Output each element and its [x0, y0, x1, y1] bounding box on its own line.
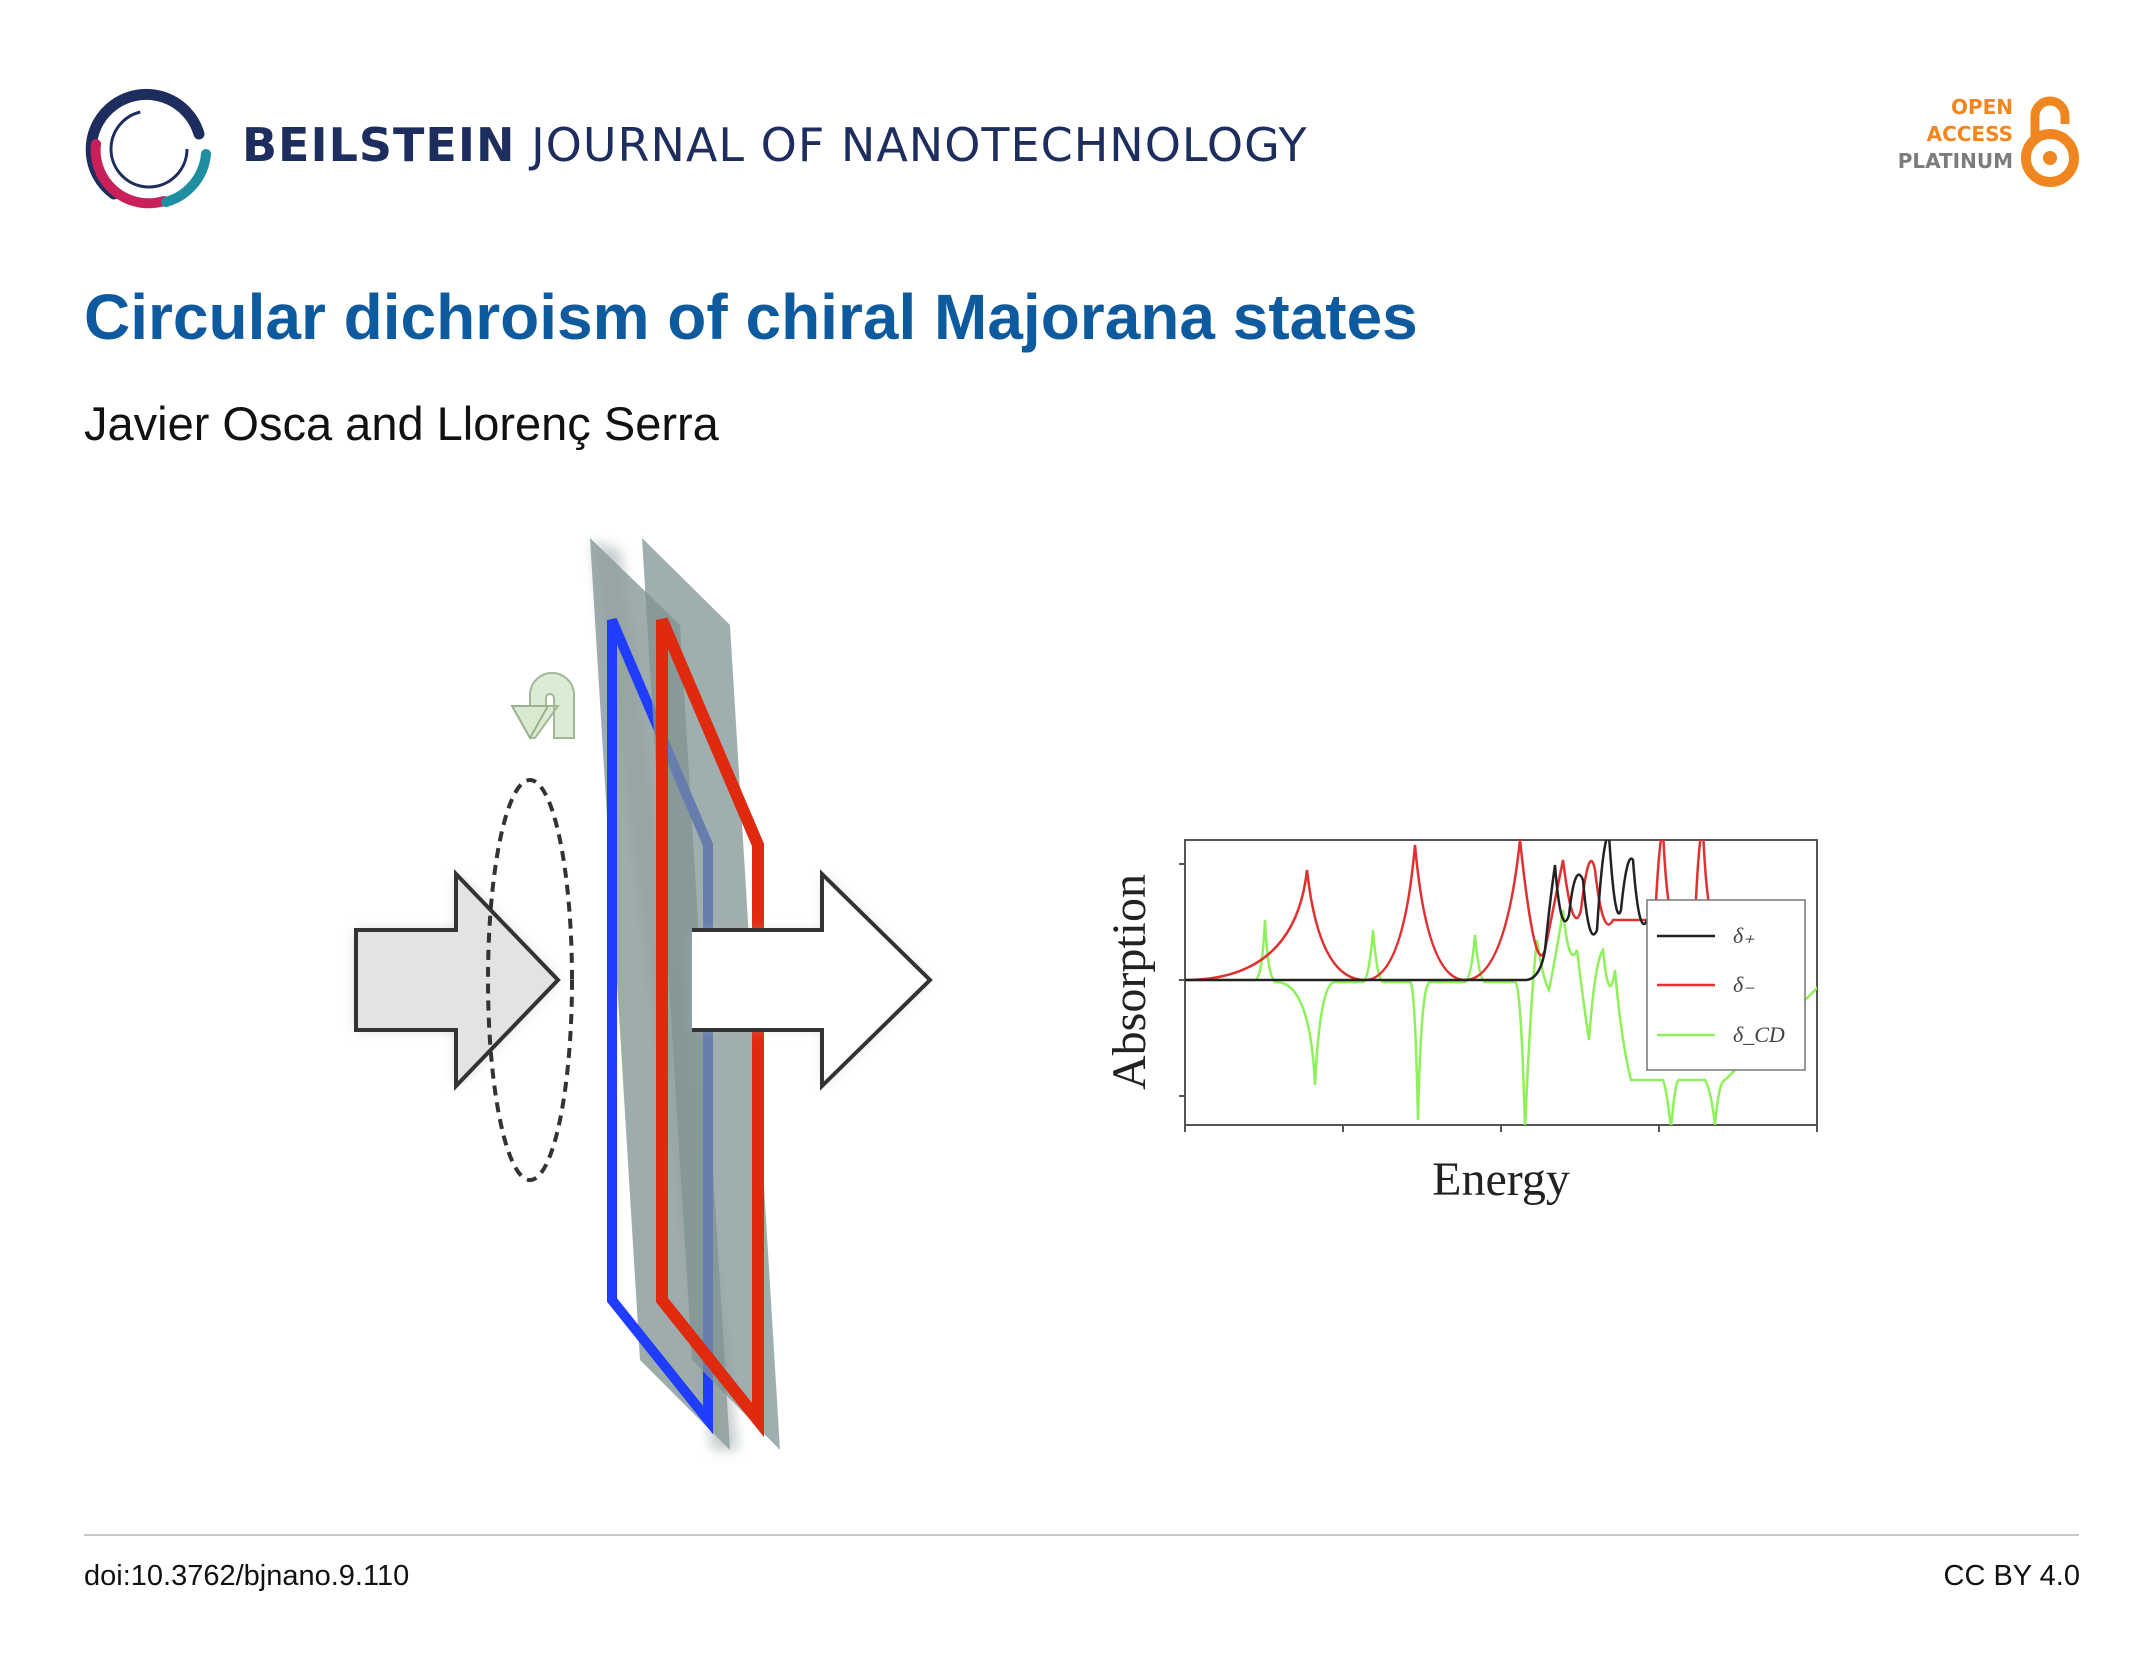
journal-header: BEILSTEIN JOURNAL OF NANOTECHNOLOGY OPEN…: [84, 84, 2079, 214]
open-access-line2: ACCESS: [1926, 122, 2013, 146]
graphical-abstract: Absorption Energy δ₊ δ₋ δ_CD: [340, 520, 1870, 1470]
footer-divider: [84, 1534, 2079, 1536]
chart-xlabel: Energy: [1432, 1153, 1570, 1206]
series-line-cd: [1185, 909, 1817, 1125]
chart-legend: δ₊ δ₋ δ_CD: [1646, 899, 1806, 1071]
outgoing-light-arrow: [692, 869, 933, 1091]
open-access-lock-icon: [2021, 96, 2079, 187]
incoming-light-arrow: [354, 869, 561, 1091]
red-loop: [656, 617, 764, 1438]
polarization-ellipse: [486, 778, 574, 1182]
article-authors: Javier Osca and Llorenç Serra: [84, 397, 719, 450]
legend-label-plus: δ₊: [1733, 923, 1755, 948]
beilstein-ring-logo-icon: [85, 88, 211, 209]
series-line-plus: [1185, 840, 1649, 982]
article-title: Circular dichroism of chiral Majorana st…: [84, 281, 1418, 353]
legend-label-cd: δ_CD: [1733, 1022, 1785, 1047]
open-access-badge: OPEN ACCESS PLATINUM: [1889, 94, 2079, 204]
open-access-line1: OPEN: [1950, 95, 2013, 119]
open-access-line3: PLATINUM: [1897, 149, 2013, 173]
chart-ticks: [1179, 863, 1818, 1132]
legend-label-minus: δ₋: [1733, 972, 1755, 997]
open-access-text: OPEN ACCESS PLATINUM: [1898, 94, 2013, 175]
rotation-curl-arrow: [510, 672, 575, 741]
journal-name-bold: BEILSTEIN: [242, 118, 516, 172]
license-text: CC BY 4.0: [1943, 1560, 2080, 1592]
chart-ylabel: Absorption: [1103, 874, 1156, 1090]
journal-name: BEILSTEIN JOURNAL OF NANOTECHNOLOGY: [242, 118, 1308, 172]
doi-text: doi:10.3762/bjnano.9.110: [84, 1560, 410, 1592]
journal-name-rest: JOURNAL OF NANOTECHNOLOGY: [531, 118, 1308, 172]
graphical-abstract-svg: Absorption Energy δ₊ δ₋ δ_CD: [354, 538, 1818, 1450]
absorption-chart: Absorption Energy δ₊ δ₋ δ_CD: [1103, 839, 1818, 1206]
